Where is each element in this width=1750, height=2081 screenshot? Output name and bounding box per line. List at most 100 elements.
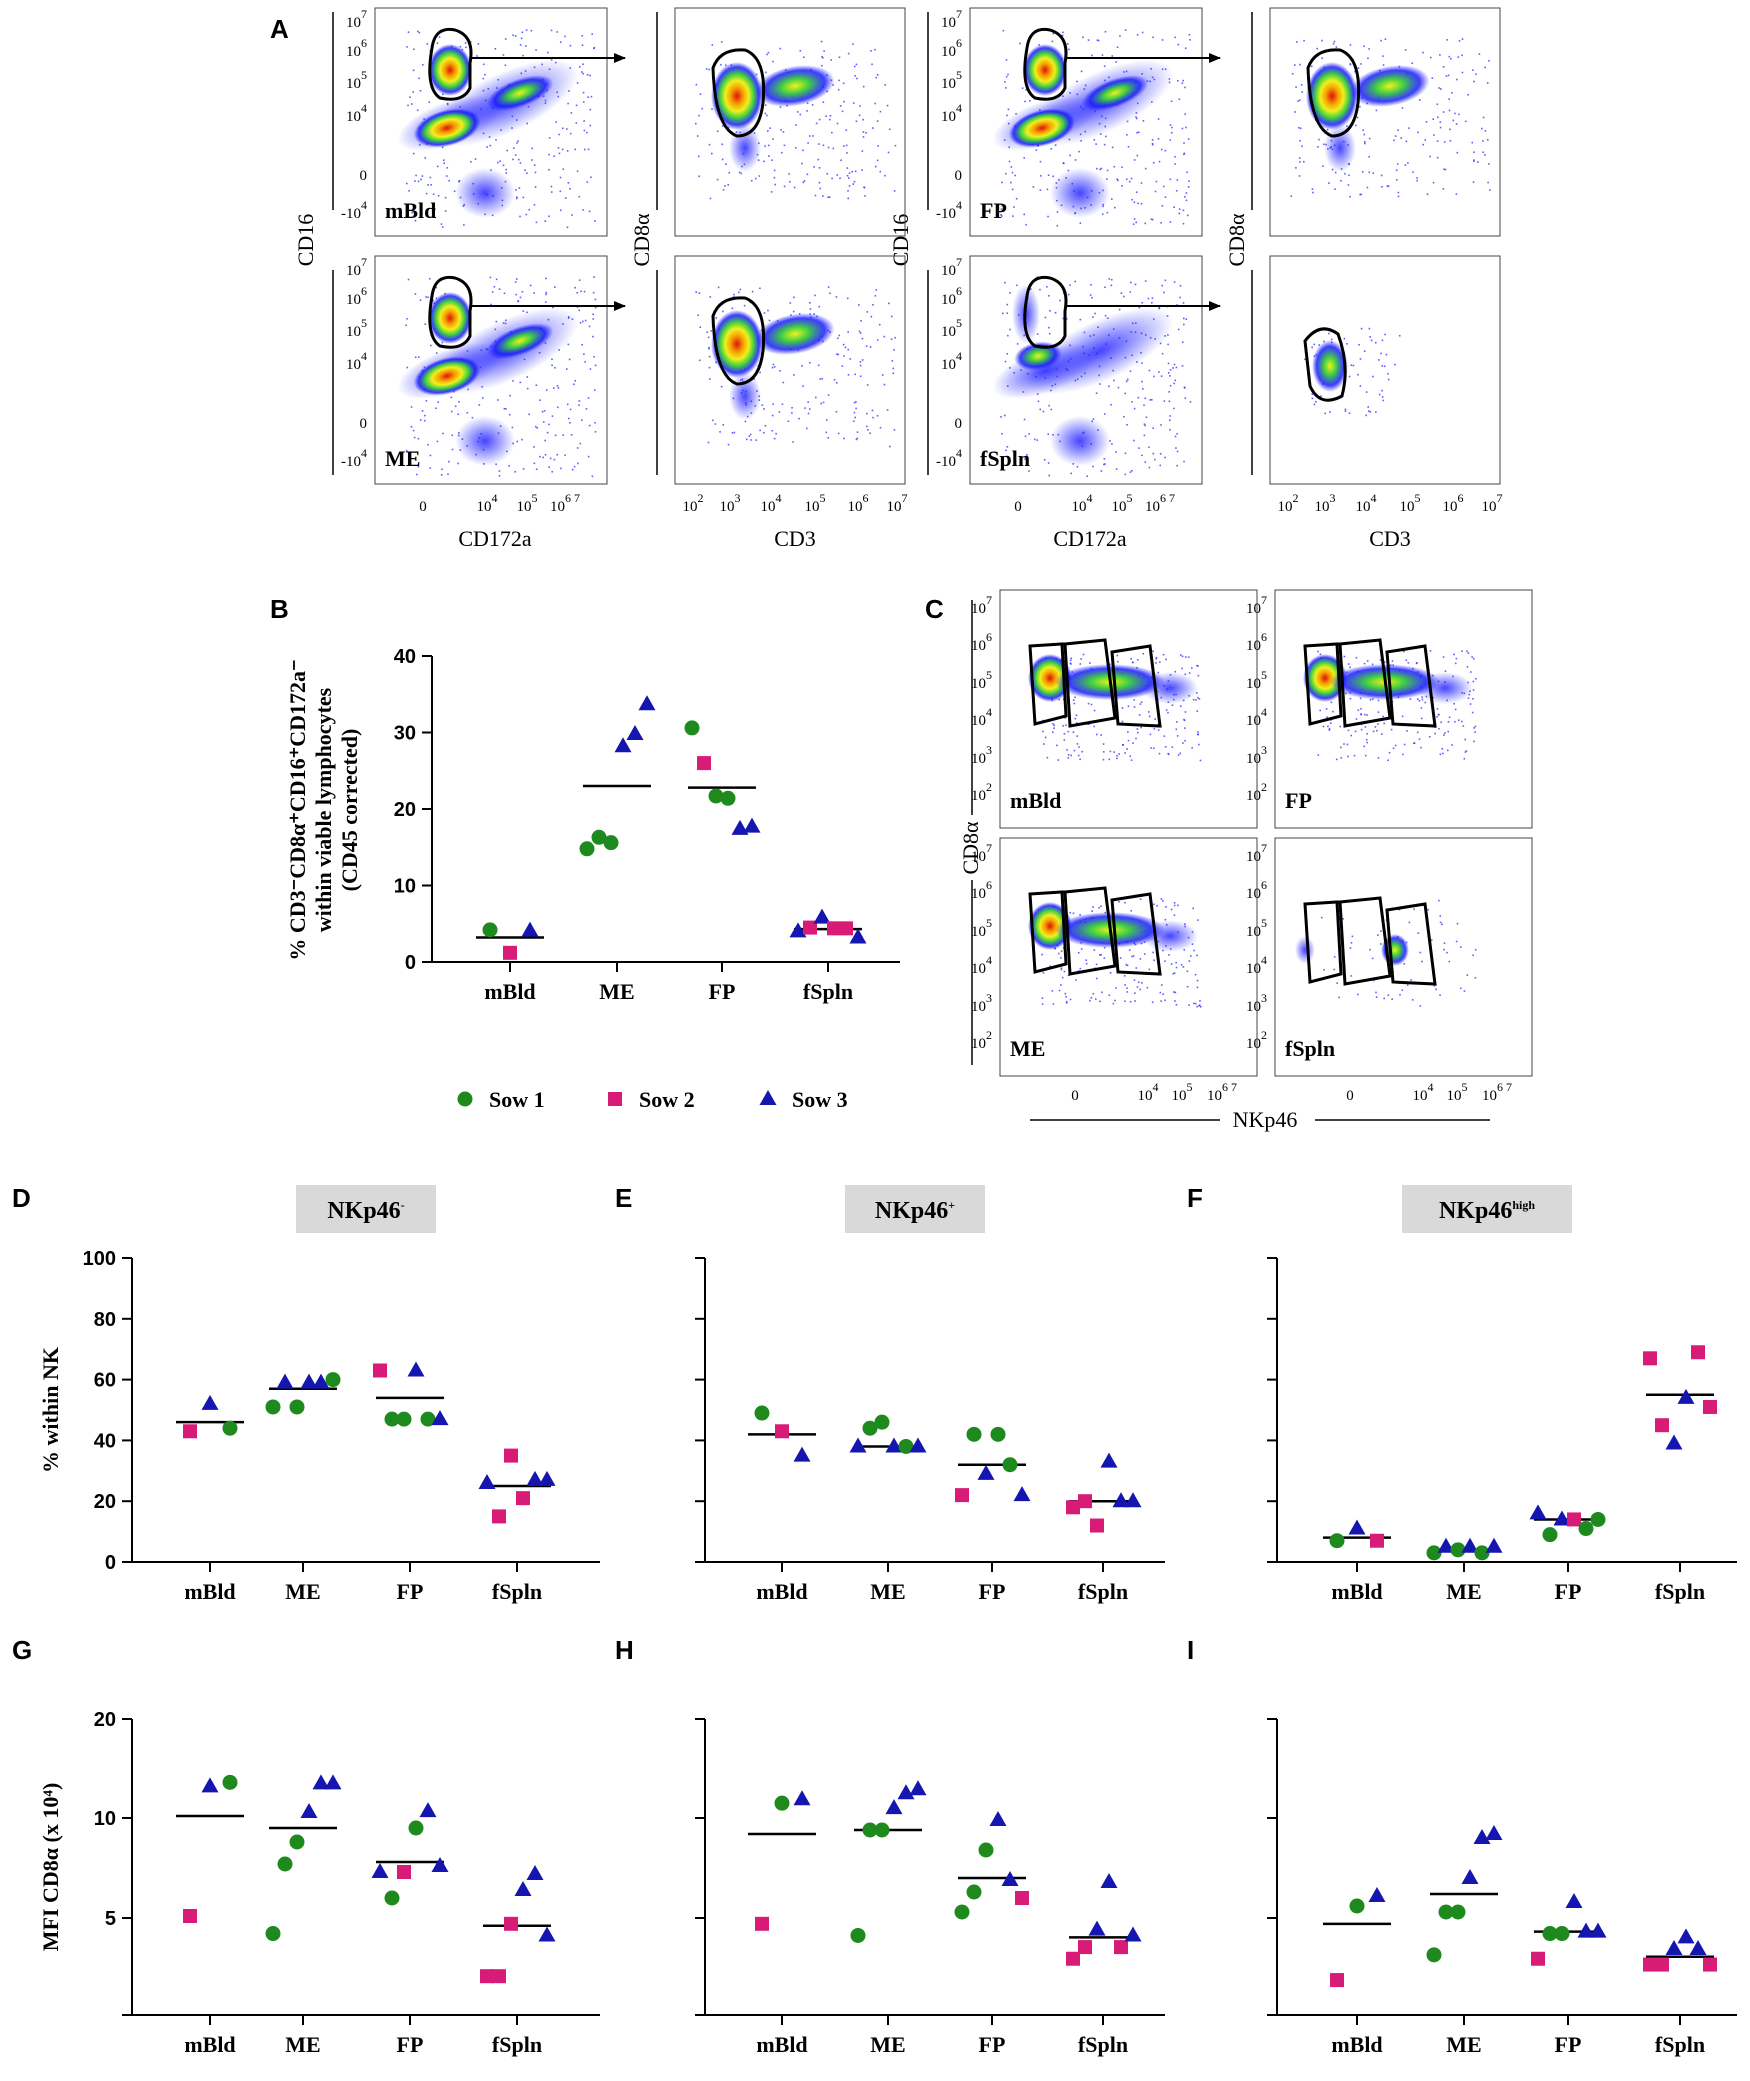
event-dot — [1143, 434, 1146, 437]
event-dot — [1420, 717, 1423, 720]
event-dot — [567, 417, 570, 420]
event-dot — [1290, 195, 1293, 198]
event-dot — [1326, 128, 1329, 131]
event-dot — [1436, 708, 1439, 710]
event-dot — [1069, 659, 1072, 661]
event-dot — [1095, 977, 1098, 980]
event-dot — [526, 376, 529, 378]
sow3-point — [538, 1470, 556, 1486]
sow3-point — [1124, 1926, 1142, 1942]
event-dot — [579, 442, 582, 445]
nkp46-tick: 0 — [1071, 1088, 1079, 1104]
event-dot — [577, 462, 579, 465]
panel-letter-a: A — [270, 14, 289, 44]
event-dot — [1099, 383, 1101, 385]
event-dot — [1077, 754, 1080, 757]
event-dot — [1173, 206, 1175, 209]
event-dot — [1387, 759, 1389, 762]
event-dot — [447, 473, 449, 476]
gate-outline — [1338, 896, 1392, 986]
event-dot — [865, 131, 867, 134]
cd16-tick: 104 — [941, 101, 962, 125]
event-dot — [594, 364, 597, 367]
event-dot — [557, 147, 560, 149]
sow1-point — [1474, 1545, 1490, 1561]
event-dot — [1118, 308, 1121, 311]
event-dot — [1074, 696, 1076, 699]
event-dot — [1335, 46, 1338, 48]
event-dot — [874, 295, 877, 297]
cd172a-tick-sup: 6 7 — [565, 491, 580, 505]
event-dot — [528, 208, 531, 211]
event-dot — [1056, 224, 1059, 227]
event-dot — [1192, 907, 1194, 910]
chart-title-sup: + — [948, 1198, 955, 1212]
event-dot — [1056, 744, 1058, 747]
legend-label: Sow 3 — [792, 1087, 848, 1112]
event-dot — [1184, 47, 1187, 49]
event-dot — [783, 185, 786, 188]
sow3-point — [1112, 1492, 1130, 1508]
sow3-point — [1001, 1871, 1019, 1886]
cd8a-tick-sup: 6 — [986, 878, 992, 892]
event-dot — [1115, 468, 1118, 470]
event-dot — [503, 292, 506, 295]
event-dot — [1313, 403, 1316, 406]
cd3-tick: 105 — [805, 491, 826, 515]
density-blob — [755, 65, 835, 107]
event-dot — [1299, 127, 1302, 130]
event-dot — [1023, 418, 1026, 421]
event-dot — [1136, 731, 1139, 734]
cd8a-tick-base: 10 — [1246, 713, 1261, 729]
event-dot — [1148, 466, 1151, 469]
event-dot — [1366, 741, 1368, 744]
event-dot — [1005, 75, 1008, 78]
sow3-point — [793, 1790, 811, 1806]
event-dot — [1304, 358, 1306, 361]
event-dot — [436, 42, 439, 44]
event-dot — [842, 145, 845, 147]
event-dot — [1041, 1003, 1044, 1005]
event-dot — [425, 192, 428, 195]
sow2-point — [504, 1448, 518, 1463]
event-dot — [837, 337, 839, 340]
sow3-point — [1485, 1537, 1503, 1553]
event-dot — [531, 159, 533, 161]
event-dot — [590, 95, 593, 98]
event-dot — [465, 46, 467, 49]
event-dot — [1135, 191, 1138, 194]
event-dot — [414, 219, 417, 222]
event-dot — [1194, 1002, 1197, 1005]
event-dot — [1123, 415, 1125, 418]
event-dot — [482, 77, 485, 80]
event-dot — [808, 408, 811, 410]
plot-frame — [969, 7, 1203, 237]
event-dot — [1136, 131, 1138, 134]
event-dot — [1350, 941, 1353, 944]
event-dot — [522, 468, 525, 470]
event-dot — [1160, 984, 1163, 986]
event-dot — [1015, 197, 1018, 200]
event-dot — [551, 364, 553, 367]
x-category-label: FP — [979, 2032, 1006, 2057]
event-dot — [1417, 932, 1420, 934]
density-blob — [1295, 936, 1315, 964]
sow3-point — [1461, 1537, 1479, 1553]
event-dot — [819, 187, 822, 190]
event-dot — [1164, 279, 1167, 282]
event-dot — [1368, 171, 1371, 174]
event-dot — [1382, 55, 1384, 57]
event-dot — [568, 358, 571, 361]
density-blob — [711, 310, 763, 378]
event-dot — [559, 41, 562, 43]
cd8a-tick: 102 — [1246, 1028, 1267, 1052]
event-dot — [1355, 124, 1357, 127]
event-dot — [845, 144, 848, 147]
event-dot — [1369, 336, 1371, 338]
event-dot — [519, 381, 522, 384]
event-dot — [1048, 332, 1051, 335]
event-dot — [1168, 419, 1171, 422]
event-dot — [1363, 662, 1366, 665]
event-dot — [1470, 671, 1472, 673]
event-dot — [1063, 970, 1066, 973]
